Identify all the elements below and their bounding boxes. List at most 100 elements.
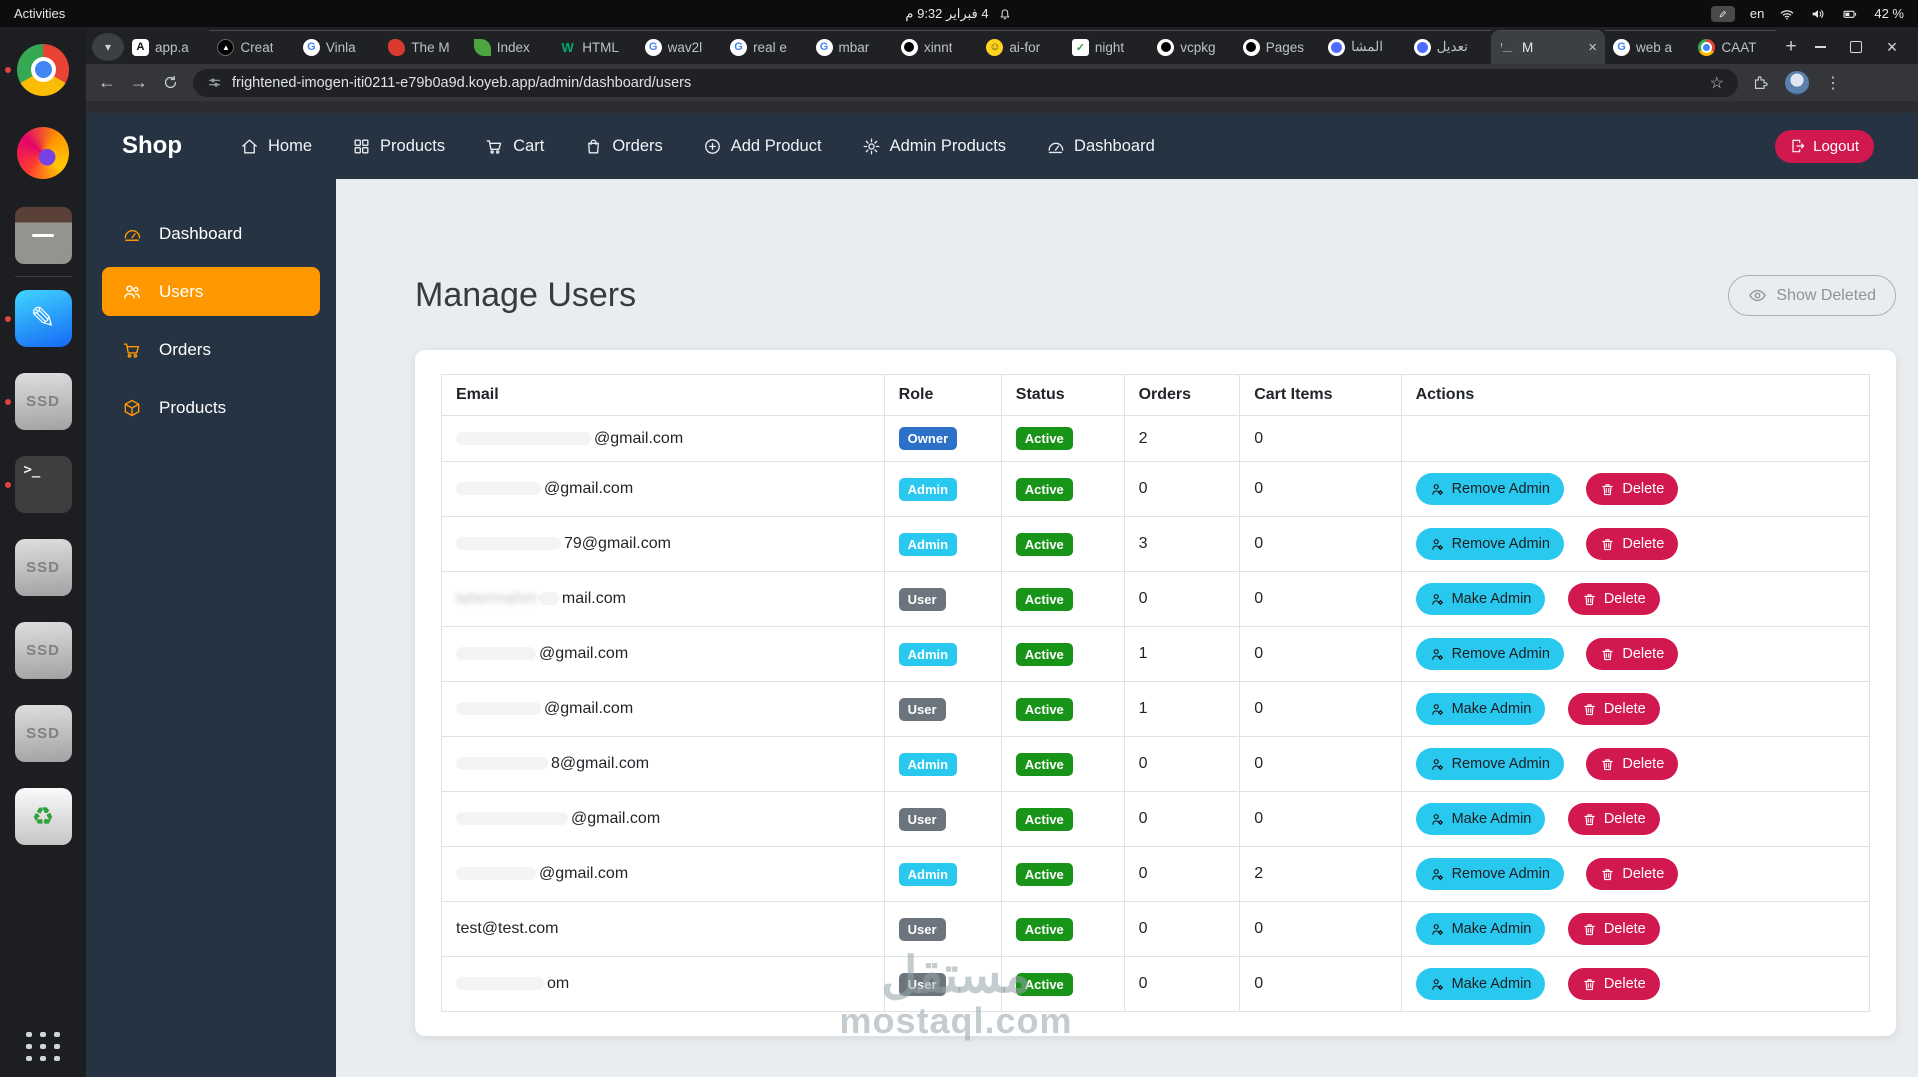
browser-menu-icon[interactable]: ⋮ (1825, 74, 1841, 92)
delete-button[interactable]: Delete (1567, 913, 1660, 945)
nav-link[interactable]: Admin Products (862, 137, 1006, 156)
delete-button[interactable]: Delete (1586, 748, 1679, 780)
sidebar-item[interactable]: Orders (102, 325, 320, 374)
browser-tab[interactable]: web a (1605, 30, 1690, 64)
close-button[interactable]: × (1886, 36, 1898, 57)
email-cell: @gmail.com (441, 791, 885, 847)
browser-tab[interactable]: المشا (1320, 30, 1405, 64)
column-header: Email (441, 374, 885, 416)
restore-button[interactable] (1842, 34, 1870, 60)
toggle-admin-button[interactable]: Make Admin (1415, 803, 1546, 835)
browser-tab[interactable]: real e (722, 30, 807, 64)
toggle-admin-button[interactable]: Make Admin (1415, 693, 1546, 725)
dock-app-icon[interactable]: SSD (14, 705, 72, 762)
browser-tab[interactable]: Creat (209, 30, 294, 64)
brand-logo[interactable]: Shop (122, 132, 182, 159)
browser-tab[interactable]: mbar (808, 30, 893, 64)
nav-link[interactable]: Orders (584, 137, 663, 156)
email-text: 8@gmail.com (551, 755, 650, 772)
browser-tab[interactable]: CAAT (1690, 30, 1775, 64)
toggle-admin-button[interactable]: Remove Admin (1415, 858, 1564, 890)
toggle-admin-button[interactable]: Remove Admin (1415, 528, 1564, 560)
person-gear-icon (1430, 922, 1445, 937)
email-cell: @gmail.com (441, 415, 885, 462)
dock-app-icon[interactable]: SSD (14, 539, 72, 596)
keyboard-layout-indicator[interactable]: en (1749, 6, 1765, 21)
url-text[interactable]: frightened-imogen-iti0211-e79b0a9d.koyeb… (232, 74, 692, 91)
dock-app-icon[interactable] (4, 456, 72, 513)
dock-app-icon[interactable]: SSD (4, 373, 72, 430)
delete-button[interactable]: Delete (1586, 638, 1679, 670)
new-tab-button[interactable]: + (1785, 36, 1797, 57)
delete-button[interactable]: Delete (1567, 583, 1660, 615)
dock-app-icon[interactable] (15, 124, 72, 181)
site-settings-icon[interactable] (207, 75, 222, 90)
status-cell: Active (1000, 626, 1125, 682)
tab-close-icon[interactable]: × (1588, 38, 1597, 56)
dock-app-icon[interactable] (4, 41, 72, 98)
browser-tab[interactable]: The M (380, 30, 465, 64)
activities-button[interactable]: Activities (14, 6, 66, 21)
browser-tab[interactable]: ai-for (978, 30, 1063, 64)
nav-link[interactable]: Dashboard (1046, 137, 1155, 156)
toggle-admin-button[interactable]: Remove Admin (1415, 638, 1564, 670)
nav-link[interactable]: Products (352, 137, 445, 156)
bookmark-star-icon[interactable]: ☆ (1709, 74, 1724, 92)
browser-tab[interactable]: Pages (1235, 30, 1320, 64)
tab-search-chevron-icon[interactable]: ▾ (92, 33, 124, 61)
browser-tab[interactable]: wav2l (637, 30, 722, 64)
nav-link-label: Products (380, 136, 446, 155)
toggle-admin-button[interactable]: Remove Admin (1415, 748, 1564, 780)
actions-cell: Remove Admin Delete (1400, 846, 1871, 902)
profile-avatar[interactable] (1785, 70, 1809, 95)
toggle-admin-button[interactable]: Make Admin (1415, 583, 1546, 615)
sidebar-item[interactable]: Dashboard (102, 209, 320, 258)
reload-button[interactable] (162, 74, 179, 91)
sidebar-item[interactable]: Products (102, 383, 320, 432)
wifi-icon (1779, 6, 1795, 22)
dock-app-icon[interactable]: SSD (14, 622, 72, 679)
system-status-area[interactable]: en 42 % (1710, 5, 1904, 22)
delete-button[interactable]: Delete (1567, 693, 1660, 725)
logout-button[interactable]: Logout (1775, 129, 1874, 163)
browser-tab[interactable]: M × (1491, 30, 1605, 64)
show-deleted-button[interactable]: Show Deleted (1728, 275, 1896, 316)
toggle-admin-button[interactable]: Make Admin (1415, 968, 1546, 1000)
browser-tab[interactable]: HTML (551, 30, 636, 64)
email-cell: @gmail.com (441, 846, 885, 902)
dock-app-icon[interactable] (14, 207, 72, 264)
browser-tab[interactable]: app.a (124, 30, 209, 64)
status-badge: Active (1015, 862, 1073, 886)
extensions-icon[interactable] (1752, 74, 1769, 91)
toggle-admin-button[interactable]: Remove Admin (1415, 473, 1564, 505)
delete-button[interactable]: Delete (1586, 858, 1679, 890)
back-button[interactable]: ← (98, 72, 116, 92)
show-applications-button[interactable] (25, 1032, 61, 1061)
email-text: test@test.com (456, 920, 559, 937)
clock-area[interactable]: 4 فبراير 9:32 م (905, 0, 1012, 27)
user-row: @gmail.com User Active 1 0 Make Admin (441, 681, 1871, 737)
eye-icon (1748, 286, 1767, 305)
forward-button[interactable]: → (130, 72, 148, 92)
nav-link[interactable]: Add Product (703, 137, 822, 156)
actions-cell: Remove Admin Delete (1400, 736, 1871, 792)
browser-tab[interactable]: Index (466, 30, 551, 64)
delete-button[interactable]: Delete (1586, 473, 1679, 505)
sidebar-item[interactable]: Users (102, 267, 320, 316)
toggle-admin-button[interactable]: Make Admin (1415, 913, 1546, 945)
browser-tab[interactable]: تعديل (1406, 30, 1491, 64)
window-controls: × (1806, 34, 1914, 64)
nav-link[interactable]: Cart (485, 137, 544, 156)
delete-button[interactable]: Delete (1567, 968, 1660, 1000)
minimize-button[interactable] (1806, 34, 1834, 60)
dock-app-icon[interactable] (14, 788, 72, 845)
browser-tab[interactable]: night (1064, 30, 1149, 64)
dock-app-icon[interactable] (4, 276, 72, 347)
delete-button[interactable]: Delete (1567, 803, 1660, 835)
address-bar[interactable]: frightened-imogen-iti0211-e79b0a9d.koyeb… (193, 68, 1738, 97)
browser-tab[interactable]: Vinla (295, 30, 380, 64)
nav-link[interactable]: Home (240, 137, 312, 156)
browser-tab[interactable]: xinnt (893, 30, 978, 64)
browser-tab[interactable]: vcpkg (1149, 30, 1234, 64)
delete-button[interactable]: Delete (1586, 528, 1679, 560)
